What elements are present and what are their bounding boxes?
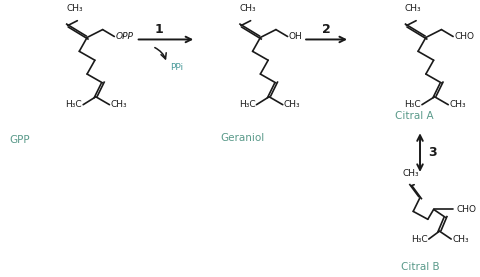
Text: 3: 3 bbox=[428, 146, 436, 159]
Text: Citral B: Citral B bbox=[401, 262, 439, 272]
Text: 2: 2 bbox=[322, 23, 331, 36]
Text: CH₃: CH₃ bbox=[452, 235, 469, 243]
Text: H₃C: H₃C bbox=[239, 100, 255, 109]
Text: H₃C: H₃C bbox=[411, 235, 428, 243]
Text: CH₃: CH₃ bbox=[403, 169, 420, 178]
Text: GPP: GPP bbox=[9, 135, 30, 145]
Text: H₃C: H₃C bbox=[404, 100, 421, 109]
Text: CH₃: CH₃ bbox=[66, 4, 83, 13]
Text: CHO: CHO bbox=[454, 32, 474, 41]
Text: CH₃: CH₃ bbox=[240, 4, 256, 13]
Text: 1: 1 bbox=[155, 23, 164, 36]
Text: Citral A: Citral A bbox=[395, 111, 433, 120]
Text: CHO: CHO bbox=[456, 205, 476, 214]
Text: CH₃: CH₃ bbox=[405, 4, 421, 13]
Text: CH₃: CH₃ bbox=[284, 100, 300, 109]
Text: OH: OH bbox=[288, 32, 302, 41]
Text: H₃C: H₃C bbox=[66, 100, 82, 109]
Text: CH₃: CH₃ bbox=[449, 100, 466, 109]
Text: OPP: OPP bbox=[115, 32, 133, 41]
Text: PPi: PPi bbox=[170, 63, 183, 72]
Text: Geraniol: Geraniol bbox=[221, 133, 265, 143]
Text: CH₃: CH₃ bbox=[110, 100, 127, 109]
